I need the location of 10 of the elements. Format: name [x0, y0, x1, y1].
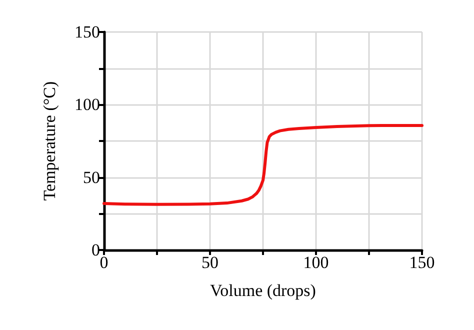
x-tick-label: 50 [202, 253, 218, 272]
y-tick-label: 150 [74, 22, 100, 42]
y-tick-label: 100 [74, 95, 100, 114]
y-axis-title: Temperature (°C) [40, 81, 59, 201]
x-tick-label: 150 [409, 253, 435, 272]
x-axis-title: Volume (drops) [210, 281, 316, 300]
y-tick-label: 50 [83, 168, 100, 187]
y-tick-label: 0 [92, 240, 100, 260]
x-tick-label: 100 [303, 253, 329, 272]
line-series [102, 124, 424, 206]
